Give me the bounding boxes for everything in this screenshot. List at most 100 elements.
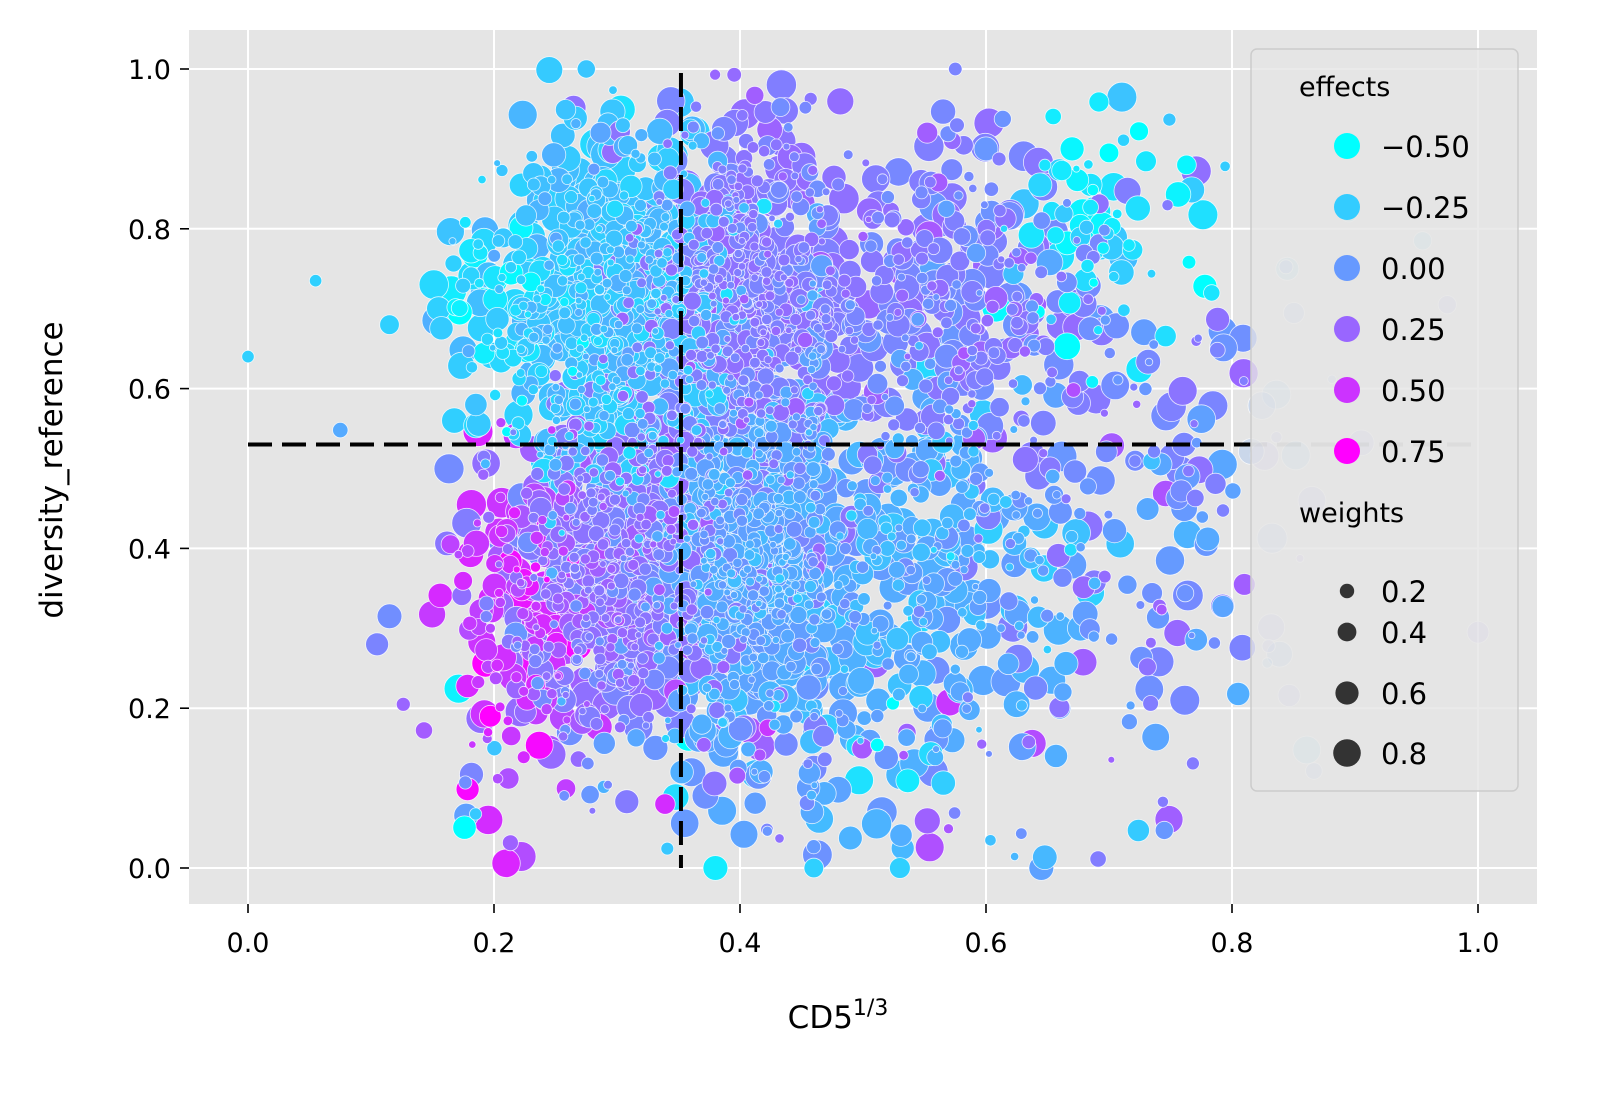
- scatter-point: [861, 808, 893, 840]
- scatter-point: [1009, 425, 1019, 434]
- scatter-point: [501, 725, 522, 747]
- scatter-point: [837, 345, 847, 354]
- scatter-point: [608, 85, 618, 95]
- scatter-point: [929, 546, 938, 554]
- scatter-point: [507, 99, 538, 130]
- scatter-point: [308, 274, 323, 288]
- scatter-point: [957, 607, 968, 618]
- scatter-point: [652, 548, 666, 561]
- scatter-point: [518, 685, 530, 697]
- y-axis-label: diversity_reference: [34, 321, 70, 618]
- scatter-point: [1040, 608, 1055, 623]
- scatter-point: [747, 221, 758, 233]
- scatter-point: [1111, 208, 1123, 220]
- scatter-point: [941, 516, 954, 530]
- scatter-point: [802, 758, 814, 769]
- scatter-point: [1195, 510, 1209, 524]
- scatter-point: [536, 284, 546, 294]
- scatter-point: [596, 538, 610, 551]
- scatter-point: [615, 476, 625, 487]
- scatter-point: [635, 512, 645, 522]
- scatter-point: [701, 682, 713, 693]
- scatter-point: [1025, 630, 1040, 644]
- scatter-point: [883, 211, 901, 229]
- scatter-point: [642, 711, 655, 724]
- scatter-point: [662, 165, 678, 181]
- scatter-point: [796, 294, 807, 305]
- scatter-point: [604, 469, 616, 482]
- scatter-point: [561, 173, 573, 186]
- scatter-point: [688, 314, 701, 328]
- scatter-point: [716, 537, 725, 546]
- scatter-point: [984, 834, 997, 847]
- scatter-point: [856, 518, 879, 541]
- scatter-point: [1088, 91, 1110, 113]
- scatter-point: [462, 615, 478, 631]
- scatter-point: [599, 560, 607, 568]
- scatter-point: [515, 204, 538, 227]
- scatter-point: [589, 121, 612, 144]
- scatter-point: [997, 255, 1006, 264]
- legend-effects-label: −0.25: [1381, 191, 1470, 225]
- scatter-point: [963, 170, 975, 182]
- scatter-point: [789, 709, 804, 724]
- scatter-point: [1089, 850, 1107, 868]
- scatter-point: [727, 222, 738, 234]
- scatter-point: [729, 408, 738, 418]
- scatter-point: [1062, 198, 1072, 208]
- scatter-point: [689, 580, 698, 588]
- scatter-point: [940, 316, 953, 330]
- scatter-point: [494, 596, 506, 609]
- scatter-point: [912, 605, 926, 618]
- scatter-point: [804, 580, 818, 594]
- scatter-point: [722, 296, 730, 305]
- scatter-point: [725, 477, 736, 489]
- scatter-point: [664, 309, 674, 319]
- scatter-point: [815, 205, 824, 214]
- scatter-point: [696, 507, 707, 519]
- scatter-point: [542, 323, 554, 335]
- scatter-point: [740, 343, 751, 354]
- scatter-point: [507, 234, 524, 250]
- scatter-point: [704, 389, 714, 399]
- scatter-point: [741, 469, 754, 481]
- scatter-point: [792, 412, 802, 422]
- scatter-point: [479, 610, 493, 623]
- scatter-point: [491, 234, 506, 248]
- scatter-point: [712, 615, 721, 625]
- scatter-point: [579, 236, 592, 249]
- scatter-point: [773, 218, 783, 229]
- scatter-point: [776, 609, 787, 620]
- scatter-point: [444, 254, 463, 273]
- scatter-point: [952, 227, 972, 246]
- scatter-point: [931, 326, 944, 339]
- scatter-point: [542, 640, 555, 653]
- scatter-point: [525, 150, 539, 163]
- scatter-point: [975, 619, 987, 631]
- scatter-point: [864, 215, 873, 224]
- scatter-point: [809, 489, 822, 502]
- scatter-point: [599, 704, 610, 715]
- scatter-point: [682, 534, 692, 543]
- scatter-point: [975, 289, 984, 297]
- scatter-point: [596, 492, 606, 502]
- scatter-point: [805, 461, 821, 477]
- scatter-point: [782, 142, 791, 151]
- scatter-point: [724, 199, 733, 208]
- scatter-point: [626, 728, 646, 748]
- scatter-point: [750, 174, 764, 188]
- scatter-point: [930, 98, 957, 125]
- scatter-point: [825, 265, 836, 277]
- scatter-point: [636, 432, 646, 442]
- scatter-point: [414, 721, 433, 740]
- scatter-point: [755, 635, 767, 646]
- scatter-point: [1181, 255, 1197, 270]
- scatter-point: [945, 551, 956, 561]
- x-tick-label: 0.8: [1211, 928, 1254, 959]
- scatter-point: [841, 369, 855, 383]
- scatter-point: [662, 138, 673, 149]
- legend-weights-marker: [1335, 681, 1359, 705]
- scatter-point: [571, 654, 583, 665]
- scatter-point: [976, 738, 988, 750]
- scatter-point: [789, 313, 803, 326]
